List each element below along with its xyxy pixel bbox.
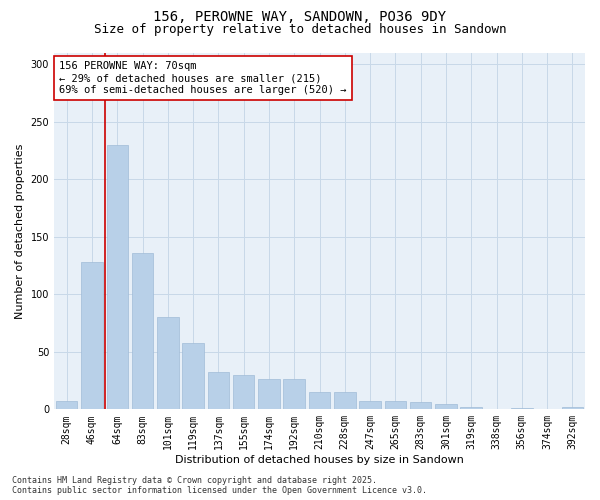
Text: 156 PEROWNE WAY: 70sqm
← 29% of detached houses are smaller (215)
69% of semi-de: 156 PEROWNE WAY: 70sqm ← 29% of detached… [59, 62, 347, 94]
Bar [460, 407, 482, 410]
Bar [435, 404, 457, 409]
Text: 156, PEROWNE WAY, SANDOWN, PO36 9DY: 156, PEROWNE WAY, SANDOWN, PO36 9DY [154, 10, 446, 24]
Bar [511, 408, 533, 410]
Bar [56, 402, 77, 409]
Bar [334, 392, 356, 409]
Bar [359, 402, 381, 409]
Bar [182, 342, 204, 409]
Bar [157, 317, 179, 410]
Y-axis label: Number of detached properties: Number of detached properties [15, 143, 25, 318]
Bar [208, 372, 229, 410]
Text: Size of property relative to detached houses in Sandown: Size of property relative to detached ho… [94, 22, 506, 36]
Bar [309, 392, 330, 409]
Bar [385, 402, 406, 409]
Bar [132, 253, 153, 410]
Bar [283, 380, 305, 410]
Bar [107, 144, 128, 410]
Bar [233, 375, 254, 410]
Bar [562, 407, 583, 410]
Text: Contains HM Land Registry data © Crown copyright and database right 2025.
Contai: Contains HM Land Registry data © Crown c… [12, 476, 427, 495]
Bar [258, 380, 280, 410]
X-axis label: Distribution of detached houses by size in Sandown: Distribution of detached houses by size … [175, 455, 464, 465]
Bar [410, 402, 431, 409]
Bar [81, 262, 103, 410]
